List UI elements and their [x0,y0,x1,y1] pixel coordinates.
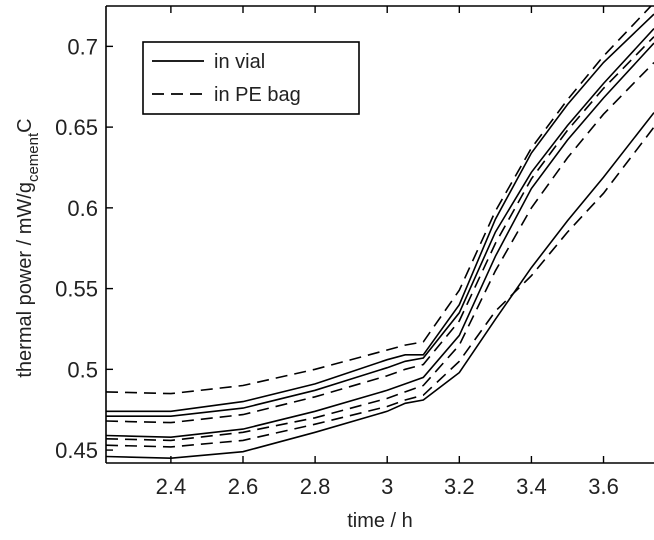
legend: in vial in PE bag [142,41,360,115]
frame-layer [105,5,654,464]
y-axis-label-suffix: C [14,118,36,132]
series-line-5-dashed [106,6,653,395]
y-tick-label: 0.65 [55,115,98,140]
x-tick-label: 2.6 [228,474,259,499]
y-tick-label: 0.55 [55,277,98,302]
series-layer [106,6,654,460]
series-line-3-solid [106,42,654,439]
y-tick-label: 0.45 [55,438,98,463]
y-tick-label: 0.5 [67,357,98,382]
y-axis-label: thermal power / mW/gcementC [14,118,42,377]
y-axis-label-subscript: cement [25,132,42,182]
x-tick-label: 3.2 [444,474,475,499]
series-line-7-dashed [106,61,654,442]
legend-box [142,41,360,115]
x-tick-label: 2.8 [300,474,331,499]
y-axis-label-main: thermal power / mW/g [14,182,36,378]
y-tick-label: 0.7 [67,34,98,59]
ticks-layer: 2.4 2.6 2.8 3 3.2 3.4 3.6 0.45 0.5 0.55 0.6 0.65 0.7 [55,6,619,499]
series-line-8-dashed [106,126,654,448]
x-tick-label: 3 [381,474,393,499]
legend-label-in-pe-bag: in PE bag [214,84,301,106]
series-line-1-solid [106,13,654,413]
x-axis-label: time / h [347,510,413,532]
series-line-4-solid [106,112,654,460]
x-tick-label: 3.6 [588,474,619,499]
series-line-6-dashed [106,36,654,424]
x-tick-label: 2.4 [156,474,187,499]
legend-label-in-vial: in vial [214,51,265,73]
x-tick-label: 3.4 [516,474,547,499]
y-tick-label: 0.6 [67,196,98,221]
series-line-2-solid [106,28,654,417]
